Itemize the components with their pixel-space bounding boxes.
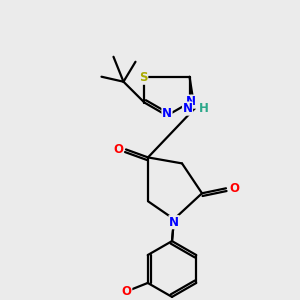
Text: O: O [229,182,239,195]
Text: N: N [182,102,193,115]
Text: N: N [162,107,172,120]
Text: N: N [185,95,196,108]
Text: N: N [169,216,179,229]
Text: S: S [139,71,148,84]
Text: O: O [113,143,123,156]
Text: O: O [122,285,132,298]
Text: H: H [199,102,208,115]
